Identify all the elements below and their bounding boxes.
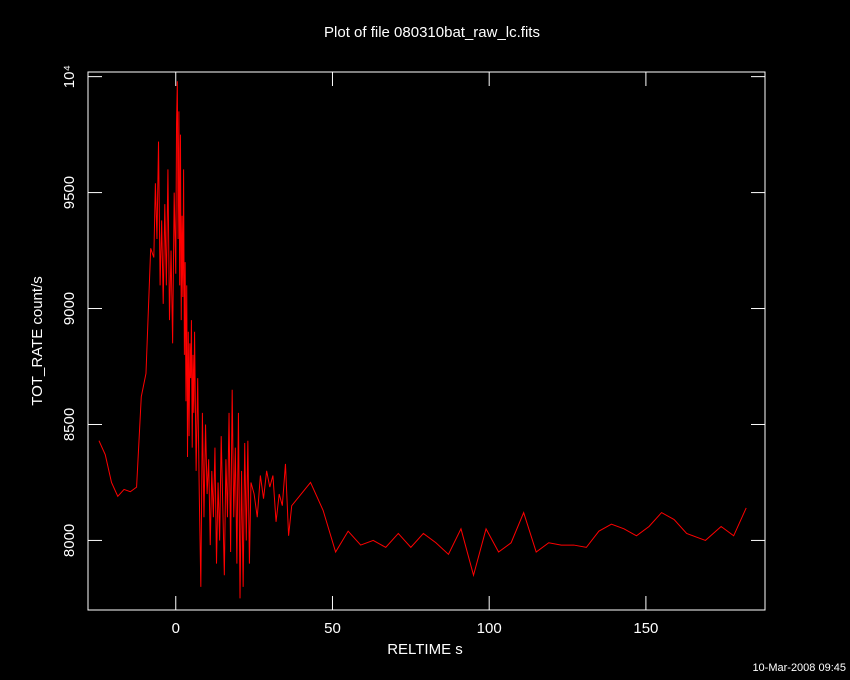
x-tick-label: 100 — [477, 620, 502, 637]
plot-frame — [87, 71, 766, 611]
y-tick-label: 10⁴ — [61, 65, 78, 88]
x-tick-label: 0 — [172, 620, 180, 637]
x-tick-label: 150 — [633, 620, 658, 637]
y-tick-label: 9000 — [61, 292, 78, 325]
footer: 10-Mar-2008 09:45 — [752, 662, 846, 674]
x-axis-label: RELTIME s — [387, 641, 463, 658]
y-axis-label: TOT_RATE count/s — [29, 276, 46, 406]
y-tick-label: 8500 — [61, 408, 78, 441]
x-tick-label: 50 — [324, 620, 341, 637]
y-tick-label: 9500 — [61, 176, 78, 209]
data-line — [98, 81, 747, 599]
y-tick-label: 8000 — [61, 524, 78, 557]
chart-title: Plot of file 080310bat_raw_lc.fits — [324, 24, 540, 41]
